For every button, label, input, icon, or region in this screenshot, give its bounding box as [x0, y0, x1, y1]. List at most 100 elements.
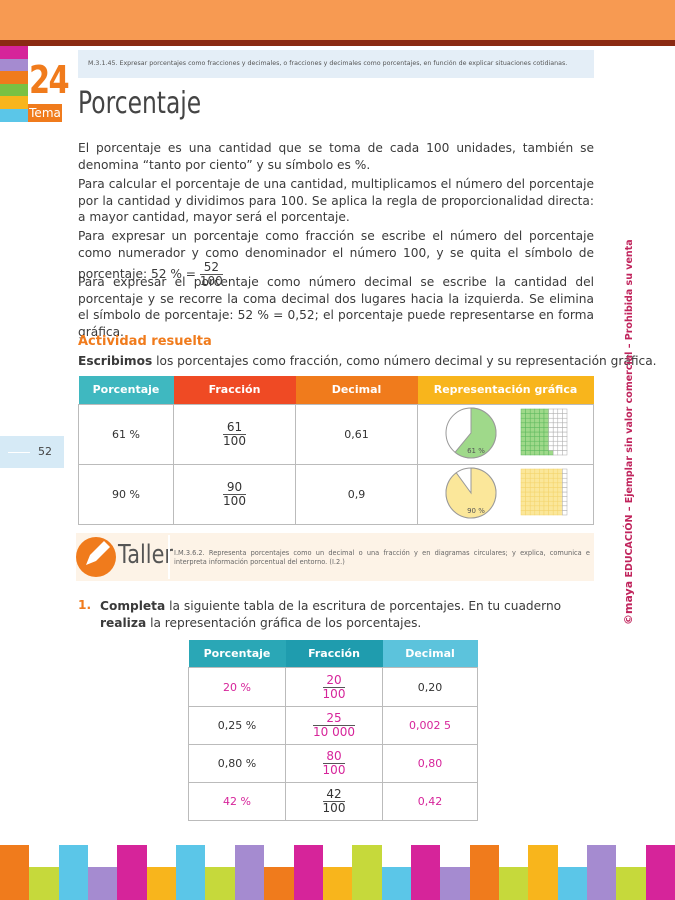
grid-cell — [538, 505, 544, 511]
stripe — [528, 845, 558, 900]
grid-cell — [524, 412, 530, 418]
grid-cell — [552, 431, 558, 437]
grid-cell — [543, 440, 549, 446]
stripe — [205, 867, 235, 900]
grid-cell — [520, 431, 526, 437]
grid-cell — [543, 431, 549, 437]
sidebar: ©maya EDUCACIÓN – Ejemplar sin valor com… — [622, 239, 635, 625]
denominator: 100 — [223, 433, 246, 448]
grid-cell — [543, 472, 549, 478]
bottom-stripes — [0, 845, 675, 900]
stripe — [0, 845, 30, 900]
cell: 61 100 — [173, 403, 296, 465]
taller-box — [76, 533, 594, 581]
grid-cell — [547, 440, 553, 446]
grid-cell — [552, 472, 558, 478]
grid-cell — [547, 509, 553, 515]
grid-cell — [520, 417, 526, 423]
grid-cell — [543, 445, 549, 451]
grid-cell — [561, 445, 567, 451]
sidebar-text: EDUCACIÓN – Ejemplar sin valor comercial… — [624, 239, 635, 578]
pie-label: 61 % — [467, 447, 485, 455]
grid-cell — [524, 431, 530, 437]
grid-cell — [557, 449, 563, 455]
grid-cell — [538, 440, 544, 446]
stripe — [234, 845, 265, 900]
grid-cell — [534, 477, 540, 483]
example-table: Porcentaje Fracción Decimal Representación … — [78, 376, 594, 525]
grid-cell — [534, 431, 540, 437]
grid-cell — [529, 426, 535, 432]
grid-cell — [529, 412, 535, 418]
grid-cell — [557, 505, 563, 511]
grid-cell — [520, 505, 526, 511]
stripe — [293, 845, 323, 900]
grid-cell — [543, 435, 549, 441]
grid-cell — [552, 477, 558, 483]
grid-cell — [547, 482, 553, 488]
grid-cell — [534, 440, 540, 446]
grid-cell — [557, 468, 563, 474]
grid-cell — [547, 495, 553, 501]
grid-cell — [543, 417, 549, 423]
grid-cell — [524, 477, 530, 483]
grid-cell — [543, 491, 549, 497]
grid-cell — [538, 495, 544, 501]
numerator: 80 — [322, 750, 346, 764]
grid-cell — [529, 486, 535, 492]
denominator: 10 000 — [313, 725, 355, 739]
grid-cell — [557, 482, 563, 488]
grid-cell — [520, 477, 526, 483]
grid-cell — [534, 500, 540, 506]
grid-cell — [534, 472, 540, 478]
grid-cell — [534, 408, 540, 414]
grid-cell — [529, 482, 535, 488]
grid-cell — [561, 509, 567, 515]
grid-cell — [534, 482, 540, 488]
intro-text: los porcentajes como fracción, como núme… — [156, 354, 657, 368]
grid-cell — [561, 472, 567, 478]
cell: 0,80 — [382, 744, 478, 783]
stripe — [88, 867, 118, 900]
grid-cell — [552, 408, 558, 414]
grid-cell — [524, 449, 530, 455]
stripe — [58, 845, 89, 900]
exercise-number: 1. — [78, 598, 92, 612]
numerator: 61 — [223, 420, 246, 435]
exercise-table: Porcentaje Fracción Decimal 20 % 20 100 0,20 … — [188, 640, 478, 821]
grid-cell — [534, 509, 540, 515]
cell: 20 100 — [285, 667, 383, 707]
grid-cell — [534, 435, 540, 441]
grid-cell — [561, 408, 567, 414]
grid-cell — [552, 445, 558, 451]
grid-cell — [538, 472, 544, 478]
grid-cell — [557, 486, 563, 492]
grid-cell — [524, 500, 530, 506]
grid-cell — [524, 445, 530, 451]
denominator: 100 — [199, 274, 223, 288]
numerator: 90 — [223, 480, 246, 495]
grid-cell — [547, 426, 553, 432]
grid-cell — [552, 449, 558, 455]
grid-cell — [552, 422, 558, 428]
paragraph: Para expresar el porcentaje como número … — [78, 275, 594, 339]
pie-sector — [445, 466, 496, 518]
representation: 61 % — [445, 406, 567, 458]
representation: 90 % — [445, 466, 567, 518]
cell: 0,42 — [382, 782, 478, 821]
grid-cell — [557, 408, 563, 414]
grid-cell — [543, 482, 549, 488]
grid-cell — [524, 435, 530, 441]
header-cell: Porcentaje — [188, 640, 286, 668]
grid-cell — [524, 468, 530, 474]
grid-cell — [543, 422, 549, 428]
grid-cell — [561, 486, 567, 492]
grid-cell — [520, 509, 526, 515]
grid-cell — [543, 495, 549, 501]
grid-cell — [520, 482, 526, 488]
grid-cell — [552, 435, 558, 441]
grid-cell — [547, 468, 553, 474]
intro: Escribimos los porcentajes como fracción… — [78, 354, 657, 368]
grid-cell — [538, 491, 544, 497]
grid-cell — [538, 477, 544, 483]
